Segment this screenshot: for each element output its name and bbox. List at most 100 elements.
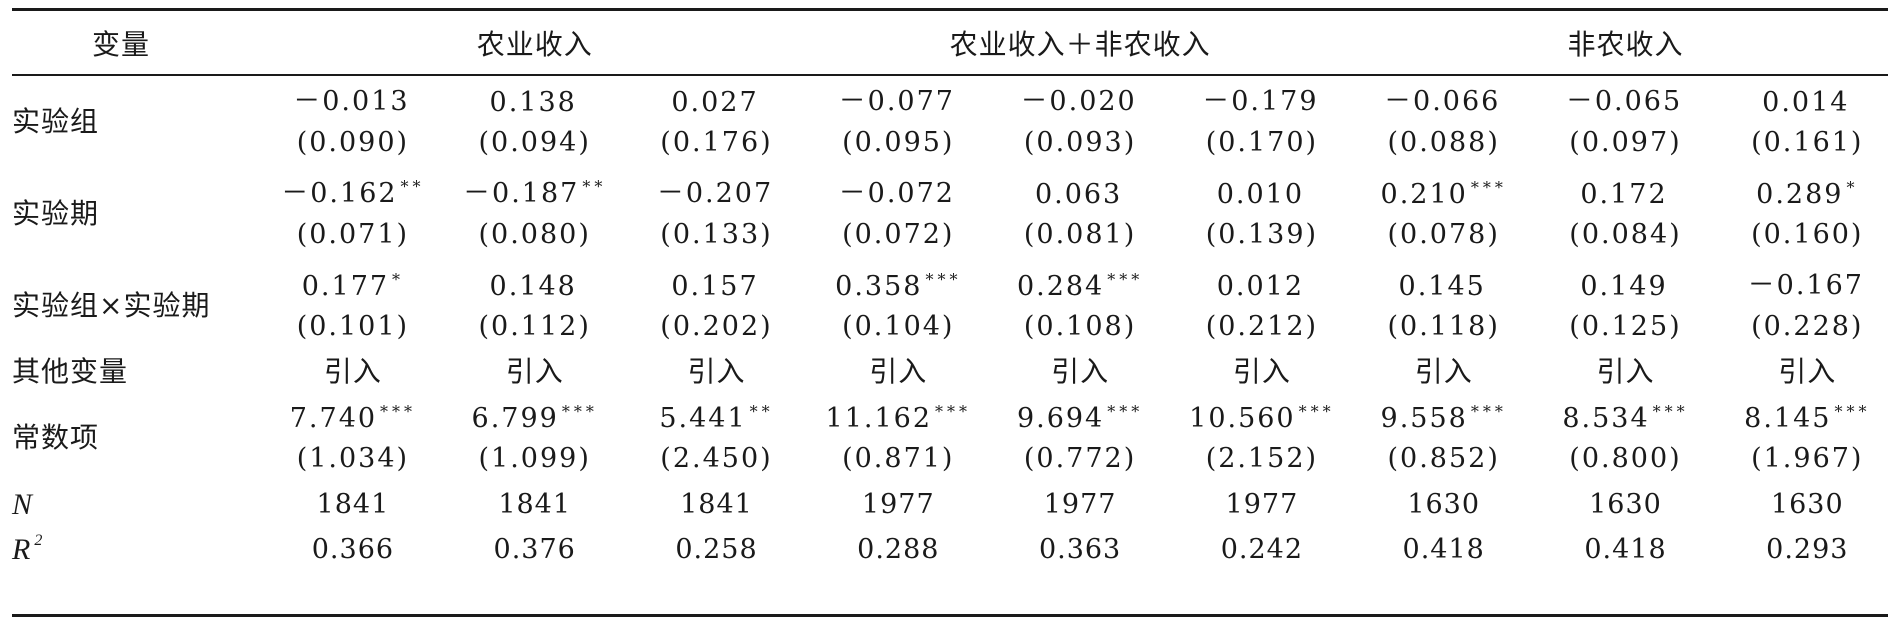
se-cell: (0.228)	[1751, 310, 1864, 342]
row-label: 实验期	[12, 197, 100, 230]
n-cell: 1841	[316, 489, 390, 520]
significance-stars: **	[582, 177, 607, 196]
table-header-rule	[12, 74, 1888, 76]
significance-stars: *	[1846, 178, 1859, 197]
se-cell: (2.450)	[660, 442, 773, 474]
significance-stars: *	[392, 270, 405, 289]
coefficient-value: 0.157	[671, 271, 759, 302]
n-symbol: N	[12, 487, 34, 521]
significance-stars: ***	[380, 402, 417, 421]
se-cell: (0.097)	[1569, 126, 1682, 158]
coef-cell: 0.148	[444, 258, 626, 302]
se-cell: (0.133)	[660, 218, 773, 250]
coefficient-value: 0.210	[1380, 179, 1468, 210]
se-cell: (0.093)	[1023, 126, 1137, 158]
coefficient-value: 9.558	[1380, 403, 1468, 434]
coef-cell: －0.179	[1171, 74, 1353, 118]
significance-stars: ***	[1298, 402, 1335, 421]
se-cell: (0.071)	[296, 218, 410, 250]
se-cell: (0.772)	[1023, 442, 1137, 474]
se-cell: (1.967)	[1751, 442, 1864, 474]
coef-cell: －0.167	[1716, 258, 1888, 302]
coef-cell: 0.358 ***	[807, 258, 989, 302]
r-symbol: R	[12, 533, 32, 566]
coef-cell: －0.066	[1353, 74, 1535, 118]
coef-cell: 0.289 *	[1716, 166, 1888, 210]
coefficient-value: 0.177	[301, 271, 390, 302]
controls-cell: 引入	[687, 355, 746, 388]
coef-cell: 0.014	[1716, 74, 1888, 118]
r2-row: R 2 0.366 0.376 0.258 0.288 0.363 0.242 0.418 0.4…	[0, 527, 1888, 572]
coefficient-value: －0.077	[838, 86, 955, 117]
significance-stars: ***	[935, 402, 972, 421]
coef-cell: 0.284 ***	[989, 258, 1171, 302]
coefficient-value: 11.162	[825, 403, 933, 434]
header-group-agri: 农业收入	[476, 27, 593, 61]
significance-stars: ***	[1834, 402, 1871, 421]
coef-cell: －0.162 **	[262, 166, 444, 210]
r2-cell: 0.242	[1220, 534, 1304, 565]
se-cell: (0.212)	[1205, 310, 1319, 342]
coefficient-value: 5.441	[659, 403, 747, 434]
r2-cell: 0.363	[1038, 534, 1122, 565]
coef-cell: 0.145	[1353, 258, 1535, 302]
se-cell: (0.108)	[1023, 310, 1137, 342]
coefficient-value: 0.138	[489, 87, 577, 118]
se-cell: (0.160)	[1751, 218, 1864, 250]
coef-cell: 9.694 ***	[989, 390, 1171, 434]
coefficient-value: 8.534	[1562, 403, 1650, 434]
se-cell: (1.034)	[296, 442, 410, 474]
significance-stars: **	[400, 177, 425, 196]
se-cell: (1.099)	[478, 442, 591, 474]
regression-table: 变量 农业收入 农业收入＋非农收入 非农收入 实验组 －0.013 0.138 0.0…	[0, 11, 1888, 572]
coef-cell: 0.177 *	[262, 258, 444, 302]
coef-cell: －0.187 **	[444, 166, 626, 210]
coef-row: 实验期 －0.162 ** －0.187 ** －0.207 －0.072 0.063 0.01…	[0, 166, 1888, 230]
n-cell: 1630	[1770, 489, 1844, 520]
significance-stars: **	[749, 402, 774, 421]
coefficient-value: 0.358	[835, 271, 923, 302]
coefficient-value: －0.162	[281, 178, 398, 209]
coef-cell: 7.740 ***	[262, 390, 444, 434]
coef-cell: －0.020	[989, 74, 1171, 118]
r2-superscript: 2	[34, 532, 44, 549]
coef-cell: 0.012	[1171, 258, 1353, 302]
coef-cell: 5.441 **	[626, 390, 808, 434]
coefficient-value: －0.167	[1747, 270, 1864, 301]
constant-row: 常数项 7.740 *** 6.799 *** 5.441 ** 11.162 *** 9.694…	[0, 390, 1888, 454]
se-row: (1.034) (1.099) (2.450) (0.871) (0.772) (2.15…	[0, 434, 1888, 482]
se-cell: (0.078)	[1387, 218, 1500, 250]
se-cell: (0.101)	[296, 310, 410, 342]
se-cell: (0.161)	[1751, 126, 1864, 158]
coef-cell: 0.010	[1171, 166, 1353, 210]
n-cell: 1841	[498, 489, 572, 520]
coef-cell: 8.145 ***	[1716, 390, 1888, 434]
coef-cell: －0.077	[807, 74, 989, 118]
coef-cell: 0.027	[626, 74, 808, 118]
controls-cell: 引入	[1232, 355, 1291, 388]
coefficient-value: 7.740	[289, 403, 378, 434]
significance-stars: ***	[1652, 402, 1689, 421]
coef-row: 实验组 －0.013 0.138 0.027 －0.077 －0.020 －0.179 －0.…	[0, 74, 1888, 138]
coefficient-value: 0.145	[1398, 271, 1486, 302]
se-cell: (0.125)	[1569, 310, 1682, 342]
table-bottom-rule	[12, 614, 1888, 617]
se-cell: (0.080)	[478, 218, 591, 250]
coefficient-value: 8.145	[1744, 403, 1832, 434]
row-label: 常数项	[12, 421, 100, 454]
n-cell: 1977	[1043, 489, 1117, 520]
coef-cell: 0.063	[989, 166, 1171, 210]
r2-cell: 0.366	[311, 534, 395, 565]
r2-cell: 0.293	[1766, 534, 1849, 565]
coef-cell: 10.560 ***	[1171, 390, 1353, 434]
coefficient-value: 0.014	[1762, 87, 1850, 118]
coef-cell: 9.558 ***	[1353, 390, 1535, 434]
r2-cell: 0.288	[857, 534, 940, 565]
controls-cell: 引入	[1051, 355, 1110, 388]
n-cell: 1841	[680, 489, 753, 520]
se-cell: (0.104)	[842, 310, 955, 342]
se-cell: (0.170)	[1205, 126, 1319, 158]
n-cell: 1977	[1225, 489, 1299, 520]
